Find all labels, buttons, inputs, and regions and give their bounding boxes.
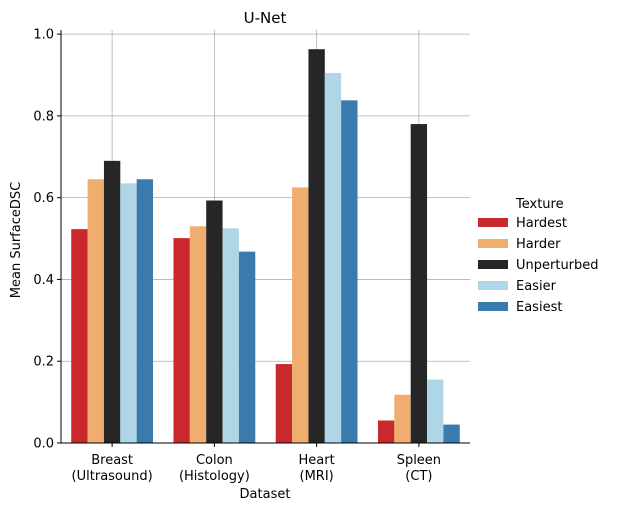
y-axis-title: Mean SurfaceDSC (9, 182, 24, 298)
legend-label: Easiest (516, 300, 562, 315)
bar (292, 187, 309, 443)
bar (173, 238, 190, 443)
bar (206, 200, 223, 443)
legend-label: Easier (516, 279, 557, 294)
bar (341, 100, 358, 443)
bar (136, 179, 154, 443)
bar (275, 364, 293, 443)
bar (189, 226, 207, 443)
bar (394, 394, 411, 443)
x-tick-label: Heart (MRI) (299, 453, 335, 484)
x-axis-title: Dataset (240, 487, 291, 502)
legend-swatch (478, 302, 508, 311)
axes (60, 30, 470, 444)
legend-swatch (478, 260, 508, 269)
legend: Texture Hardest Harder Unperturbed Easier Ea… (478, 197, 599, 315)
legend-swatch (478, 218, 508, 227)
bar (308, 49, 325, 443)
bar (103, 160, 121, 443)
legend-label: Unperturbed (516, 258, 599, 273)
chart-title: U-Net (244, 9, 287, 27)
x-tick-label: Colon (Histology) (179, 453, 250, 484)
bar (410, 124, 428, 444)
bar (222, 228, 239, 443)
bar (71, 229, 88, 443)
y-tick-label: 0.0 (33, 437, 54, 452)
y-tick-labels: 0.0 0.2 0.4 0.6 0.8 1.0 (33, 28, 61, 452)
legend-title: Texture (515, 197, 564, 212)
y-tick-label: 0.2 (33, 355, 54, 370)
x-tick-label: Breast (Ultrasound) (72, 453, 153, 484)
bar (87, 179, 104, 443)
legend-label: Hardest (516, 216, 567, 231)
y-tick-label: 0.4 (33, 273, 54, 288)
bar (427, 379, 444, 443)
legend-label: Harder (516, 237, 561, 252)
y-tick-label: 0.8 (33, 109, 54, 124)
bar (443, 424, 460, 443)
bar (120, 183, 137, 443)
x-tick-labels: Breast (Ultrasound) Colon (Histology) Heart(… (72, 443, 441, 484)
y-tick-label: 0.6 (33, 191, 54, 206)
y-tick-label: 1.0 (33, 28, 54, 43)
x-tick-label: Spleen (CT) (397, 453, 441, 484)
bars (71, 49, 460, 444)
legend-swatch (478, 239, 508, 248)
legend-swatch (478, 281, 508, 290)
bar (377, 420, 395, 443)
bar (238, 251, 256, 443)
bar (324, 72, 342, 444)
